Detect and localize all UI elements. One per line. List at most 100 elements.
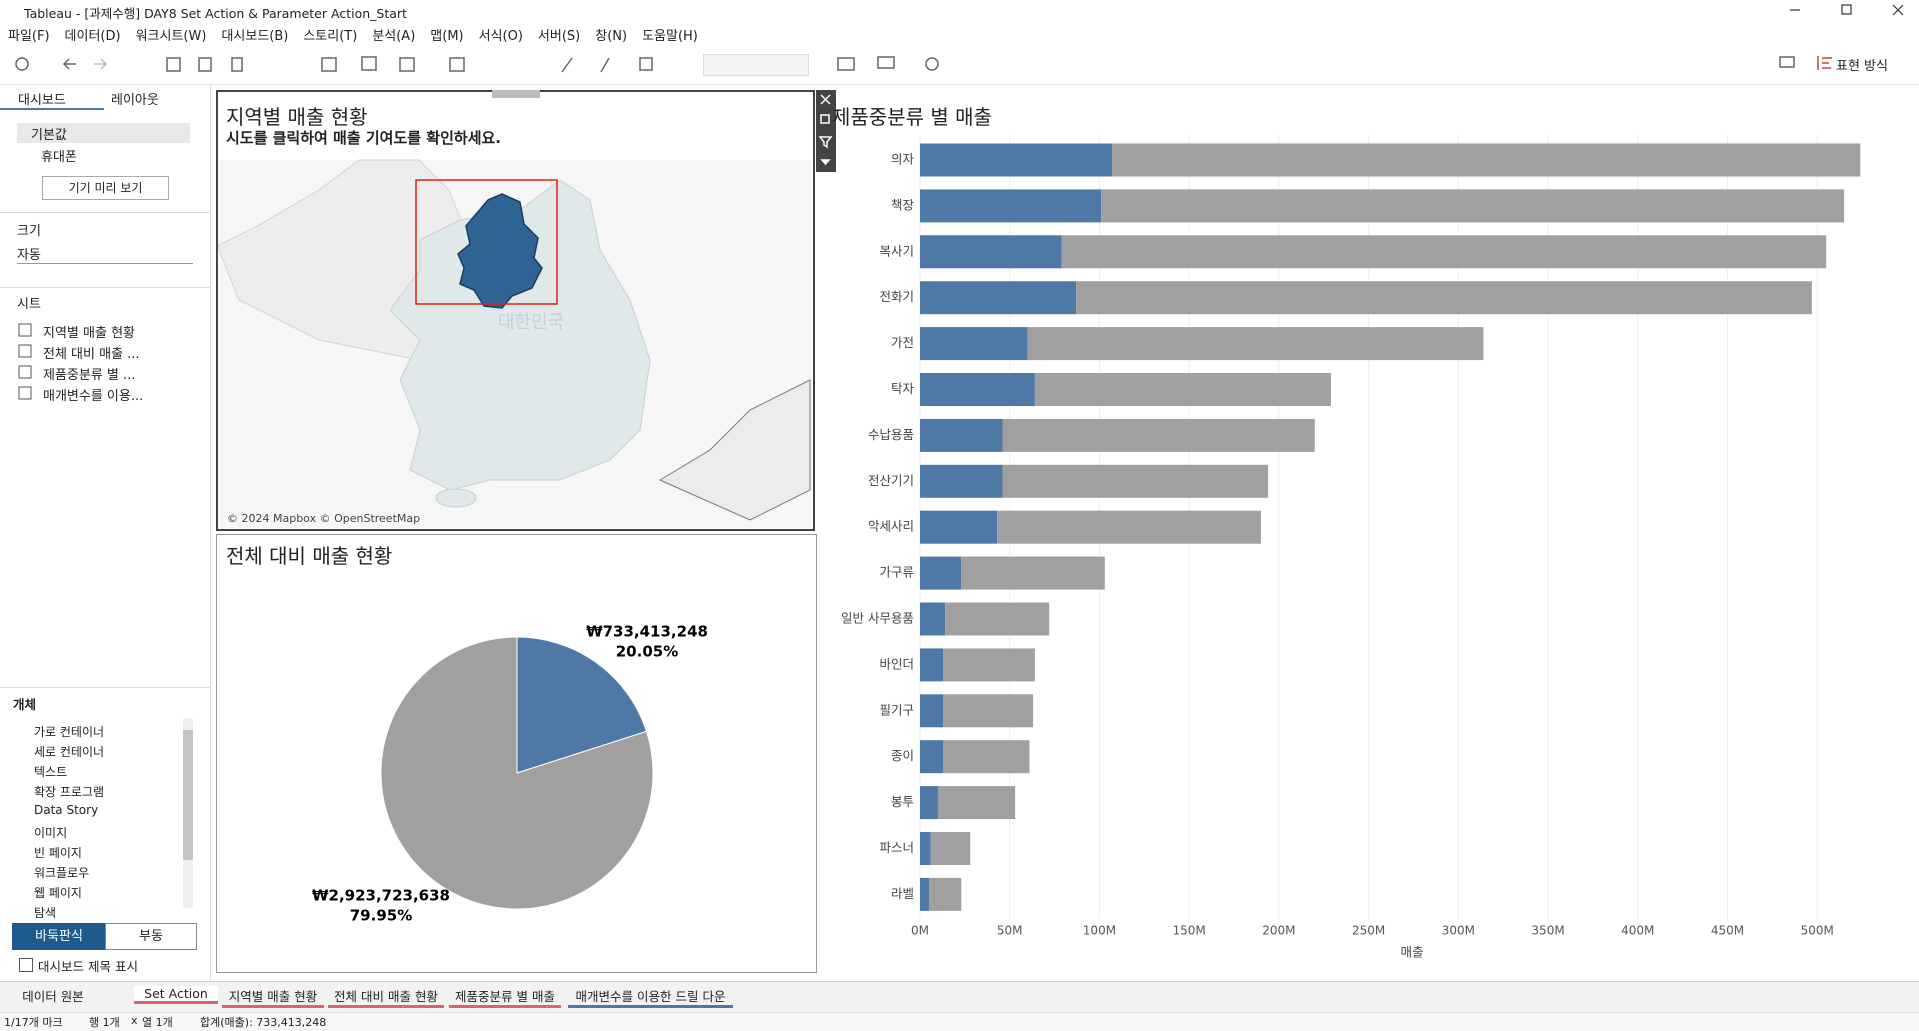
menu-item[interactable]: 데이터(D) [64,29,121,44]
layout-button[interactable]: 바둑판식 [12,923,106,950]
x-tick-label: 400M [1621,924,1654,938]
sheet-tab[interactable]: 매개변수를 이용한 드릴 다운 [568,986,733,1008]
sheet-item[interactable]: 지역별 매출 현황 [43,326,135,341]
object-item[interactable]: 웹 페이지 [34,885,82,900]
y-tick-label: 전산기기 [868,473,914,488]
pie-title: 전체 대비 매출 현황 [226,544,393,568]
x-tick-label: 150M [1173,924,1206,938]
bar-segment [1101,189,1845,223]
tab-bar [0,981,1919,1013]
object-item[interactable]: 빈 페이지 [34,845,82,860]
y-tick-label: 파스너 [879,840,914,855]
divider [0,687,210,688]
sheet-tab[interactable]: Set Action [134,986,218,1004]
status-bar [0,1012,1919,1031]
menu-item[interactable]: 맵(M) [430,29,464,44]
bar-segment [1002,464,1269,498]
window-title: Tableau - [과제수행] DAY8 Set Action & Param… [24,6,407,21]
section-label: 시트 [17,297,41,312]
sheet-tab[interactable]: 데이터 원본 [22,989,84,1004]
object-item[interactable]: 텍스트 [34,765,68,780]
bar-segment [920,877,929,911]
menu-item[interactable]: 서식(O) [478,29,523,44]
menu-item[interactable]: 워크시트(W) [135,29,207,44]
map-title: 지역별 매출 현황 [226,105,368,129]
x-tick-label: 350M [1531,924,1564,938]
bar-segment [920,648,944,682]
drag-handle[interactable] [492,90,540,98]
bar-segment [1076,281,1812,315]
device-item[interactable]: 휴대폰 [41,150,77,165]
sheet-tab[interactable]: 전체 대비 매출 현황 [328,986,444,1008]
bar-title: 제품중분류 별 매출 [832,105,992,129]
bar-segment [920,143,1113,177]
layout-button[interactable]: 부동 [105,923,197,950]
menu-item[interactable]: 서버(S) [537,29,581,44]
object-item[interactable]: 세로 컨테이너 [34,745,105,760]
bar-segment [1027,327,1484,361]
device-item[interactable]: 기본값 [31,128,67,143]
pie-panel[interactable] [216,534,817,973]
object-item[interactable]: Data Story [34,803,99,818]
y-tick-label: 탁자 [891,381,915,396]
y-tick-label: 전화기 [879,289,914,304]
device-highlight [17,123,190,143]
dropdown-line [17,263,193,264]
menu-item[interactable]: 대시보드(B) [221,29,289,44]
checkbox-label[interactable]: 대시보드 제목 표시 [38,959,138,974]
show-me-button[interactable]: 표현 방식 [1836,59,1888,74]
toolbar [0,46,1919,85]
y-tick-label: 필기구 [879,702,914,717]
window-controls[interactable] [1790,4,1904,16]
bar-segment [920,373,1035,406]
preview-button[interactable]: 기기 미리 보기 [42,176,169,200]
sheet-item[interactable]: 전체 대비 매출 ... [43,347,140,362]
sheet-tab[interactable]: 지역별 매출 현황 [222,986,324,1008]
panel-tab[interactable]: 대시보드 [18,93,66,108]
bar-segment [920,418,1003,452]
map-subtitle: 시도를 클릭하여 매출 기여도를 확인하세요. [226,129,501,147]
sheet-item[interactable]: 제품중분류 별 ... [43,368,136,383]
divider [0,212,210,213]
panel-tools[interactable] [816,90,836,172]
y-tick-label: 바인더 [879,656,914,671]
status-item: 1/17개 마크 [4,1016,63,1029]
size-dropdown[interactable]: 자동 [17,248,41,263]
bar-segment [997,510,1261,544]
panel-tab[interactable]: 레이아웃 [111,93,159,108]
bar-segment [961,556,1105,590]
status-item: 합계(매출): 733,413,248 [200,1016,327,1029]
map-panel[interactable] [216,90,815,531]
object-item[interactable]: 탐색 [34,905,57,920]
menu-item[interactable]: 분석(A) [372,29,416,44]
x-tick-label: 50M [997,924,1023,938]
bar-segment [920,556,962,590]
divider [0,287,210,288]
object-item[interactable]: 워크플로우 [34,865,90,880]
bar-segment [930,832,971,865]
object-item[interactable]: 이미지 [34,825,68,840]
checkbox[interactable] [19,958,33,972]
sheet-item[interactable]: 매개변수를 이용... [43,389,144,404]
object-item[interactable]: 가로 컨테이너 [34,725,105,739]
bar-segment [920,281,1077,315]
bar-segment [920,832,931,865]
x-tick-label: 500M [1801,924,1834,938]
menu-item[interactable]: 스토리(T) [303,29,358,44]
x-tick-label: 300M [1442,924,1475,938]
menu-item[interactable]: 창(N) [595,29,628,44]
bar-segment [1112,143,1861,177]
menu-item[interactable]: 파일(F) [8,29,50,44]
toolbar-dropdown[interactable] [703,54,809,76]
bar-segment [920,327,1028,361]
y-tick-label: 책장 [891,197,915,212]
y-tick-label: 의자 [891,152,915,167]
x-tick-label: 100M [1083,924,1116,938]
object-item[interactable]: 확장 프로그램 [34,785,105,800]
section-label: 개체 [13,697,37,712]
sheet-tab[interactable]: 제품중분류 별 매출 [449,986,561,1008]
scrollbar[interactable] [183,718,193,908]
x-tick-label: 0M [911,924,929,938]
y-tick-label: 수납용품 [868,427,914,442]
menu-item[interactable]: 도움말(H) [642,29,698,44]
